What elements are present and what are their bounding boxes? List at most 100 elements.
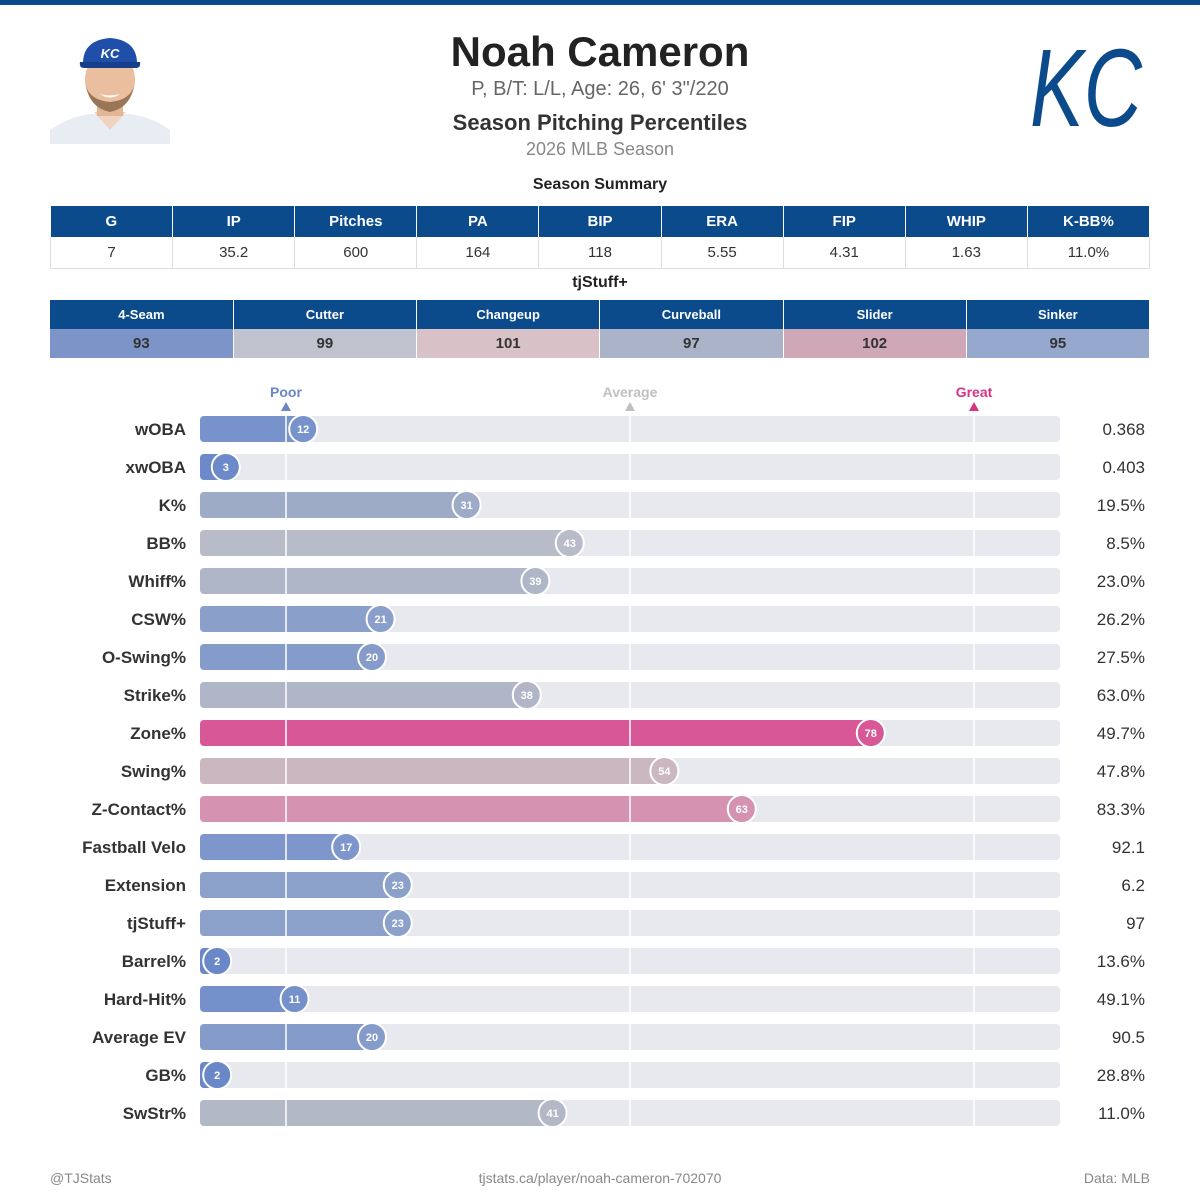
- bar-13: [200, 910, 398, 936]
- metric-label-18: SwStr%: [123, 1104, 186, 1123]
- percentile-marker-6: [357, 642, 387, 672]
- season-label: 2026 MLB Season: [525, 139, 675, 159]
- metric-value-6: 27.5%: [1097, 648, 1145, 667]
- metric-label-16: Average EV: [92, 1028, 187, 1047]
- metric-label-9: Swing%: [121, 762, 186, 781]
- player-headshot: KC: [50, 26, 170, 144]
- percentile-label-8: 78: [865, 728, 877, 740]
- percentile-marker-5: [365, 604, 396, 634]
- percentile-label-13: 23: [392, 918, 404, 930]
- percentile-marker-17: [202, 1060, 233, 1090]
- metric-value-18: 11.0%: [1098, 1104, 1145, 1123]
- tjstuff-header-cell-4: Slider: [783, 300, 967, 329]
- percentile-marker-15: [279, 984, 310, 1014]
- percentile-label-12: 23: [392, 880, 404, 892]
- metric-label-5: CSW%: [131, 610, 186, 629]
- metric-value-8: 49.7%: [1097, 724, 1145, 743]
- tjstuff-header-cell-0: 4-Seam: [50, 300, 234, 329]
- tjstuff-value-cell-5: 95: [966, 329, 1151, 358]
- metric-label-0: wOBA: [134, 420, 186, 439]
- tjstuff-header-cell-1: Cutter: [233, 300, 418, 329]
- bar-10: [200, 796, 742, 822]
- percentile-label-14: 2: [214, 956, 220, 968]
- metric-label-1: xwOBA: [126, 458, 186, 477]
- metric-value-15: 49.1%: [1097, 990, 1145, 1009]
- percentile-marker-3: [554, 528, 585, 558]
- summary-value-cell-2: 600: [294, 237, 418, 269]
- percentile-marker-2: [451, 490, 482, 520]
- percentile-label-15: 11: [289, 994, 301, 1006]
- percentile-marker-9: [649, 756, 680, 786]
- tjstuff-header-cell-5: Sinker: [966, 300, 1151, 329]
- bar-11: [200, 834, 347, 860]
- metric-label-4: Whiff%: [128, 572, 186, 591]
- summary-header-cell-5: ERA: [661, 206, 784, 237]
- metric-value-12: 6.2: [1121, 876, 1145, 895]
- percentile-marker-11: [331, 832, 362, 862]
- summary-value-cell-4: 118: [538, 237, 662, 269]
- summary-header-cell-7: WHIP: [905, 206, 1028, 237]
- bar-18: [200, 1100, 553, 1126]
- cap-logo-text: KC: [101, 46, 120, 61]
- percentile-label-4: 39: [529, 576, 541, 588]
- metric-value-3: 8.5%: [1106, 534, 1145, 553]
- bar-5: [200, 606, 381, 632]
- scale-marker-0: [281, 402, 291, 411]
- scale-marker-2: [969, 402, 979, 411]
- summary-header-cell-0: G: [50, 206, 174, 237]
- metric-label-6: O-Swing%: [102, 648, 186, 667]
- bar-8: [200, 720, 871, 746]
- bar-7: [200, 682, 527, 708]
- metric-value-9: 47.8%: [1097, 762, 1145, 781]
- metric-label-11: Fastball Velo: [82, 838, 186, 857]
- player-name: Noah Cameron: [450, 28, 750, 75]
- percentile-label-10: 63: [736, 804, 748, 816]
- percentile-label-2: 31: [460, 500, 472, 512]
- metric-value-17: 28.8%: [1097, 1066, 1145, 1085]
- percentile-label-3: 43: [564, 538, 576, 550]
- scale-marker-1: [625, 402, 635, 411]
- summary-value-row: 7 35.2 600 164 118 5.55 4.31 1.63 11.0%: [49, 237, 1151, 269]
- bar-15: [200, 986, 295, 1012]
- summary-value-cell-6: 4.31: [782, 237, 906, 269]
- percentile-label-1: 3: [223, 462, 229, 474]
- metric-value-14: 13.6%: [1097, 952, 1145, 971]
- metric-value-2: 19.5%: [1097, 496, 1145, 515]
- percentile-label-7: 38: [521, 690, 533, 702]
- summary-header-row: G IP Pitches PA BIP ERA FIP WHIP K-BB%: [50, 206, 1151, 237]
- summary-value-cell-3: 164: [416, 237, 540, 269]
- metric-value-11: 92.1: [1112, 838, 1145, 857]
- summary-table: G IP Pitches PA BIP ERA FIP WHIP K-BB% 7 35.2 600 1…: [49, 206, 1151, 269]
- tjstuff-value-cell-1: 99: [233, 329, 418, 358]
- metric-label-13: tjStuff+: [127, 914, 186, 933]
- percentile-label-11: 17: [340, 842, 352, 854]
- scale-label-2: Great: [956, 384, 993, 400]
- metric-value-0: 0.368: [1102, 420, 1145, 439]
- metric-label-12: Extension: [105, 876, 186, 895]
- summary-value-cell-7: 1.63: [904, 237, 1028, 269]
- percentile-label-16: 20: [366, 1032, 378, 1044]
- percentile-marker-13: [382, 908, 413, 938]
- summary-header-cell-8: K-BB%: [1027, 206, 1151, 237]
- tjstuff-table: 4-Seam Cutter Changeup Curveball Slider Sinke…: [50, 300, 1151, 358]
- percentile-marker-18: [537, 1098, 568, 1128]
- footer-source: Data: MLB: [1083, 1170, 1150, 1186]
- percentile-marker-4: [520, 566, 551, 596]
- percentile-label-5: 21: [374, 614, 386, 626]
- tjstuff-value-cell-3: 97: [599, 329, 784, 358]
- summary-header-cell-1: IP: [172, 206, 296, 237]
- metric-label-14: Barrel%: [122, 952, 186, 971]
- metric-value-4: 23.0%: [1097, 572, 1145, 591]
- bar-4: [200, 568, 536, 594]
- tjstuff-value-cell-0: 93: [50, 329, 234, 358]
- percentile-marker-12: [382, 870, 413, 900]
- percentile-label-9: 54: [658, 766, 671, 778]
- metric-label-15: Hard-Hit%: [104, 990, 186, 1009]
- footer-url: tjstats.ca/player/noah-cameron-702070: [478, 1170, 722, 1186]
- metric-value-1: 0.403: [1102, 458, 1145, 477]
- bar-9: [200, 758, 665, 784]
- metric-label-3: BB%: [146, 534, 186, 553]
- metric-value-16: 90.5: [1112, 1028, 1145, 1047]
- bar-2: [200, 492, 467, 518]
- metric-label-10: Z-Contact%: [92, 800, 186, 819]
